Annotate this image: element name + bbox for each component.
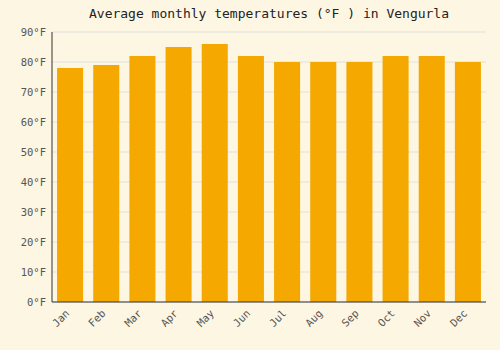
x-tick-label: Oct bbox=[375, 307, 397, 329]
bar bbox=[129, 56, 155, 302]
x-tick-label: Dec bbox=[447, 307, 469, 329]
bar bbox=[419, 56, 445, 302]
y-tick-label: 60°F bbox=[21, 116, 46, 128]
y-axis bbox=[52, 32, 53, 302]
bar bbox=[455, 62, 481, 302]
y-tick-label: 30°F bbox=[21, 206, 46, 218]
x-tick-label: Mar bbox=[122, 307, 144, 329]
x-tick-label: Aug bbox=[303, 307, 325, 329]
y-tick-label: 70°F bbox=[21, 86, 46, 98]
grid bbox=[52, 32, 486, 302]
x-tick-label: Jan bbox=[50, 307, 72, 329]
bar bbox=[93, 65, 119, 302]
y-tick-label: 20°F bbox=[21, 236, 46, 248]
y-tick-label: 80°F bbox=[21, 56, 46, 68]
bar bbox=[202, 44, 228, 302]
y-tick-label: 0°F bbox=[27, 296, 46, 308]
bar bbox=[166, 47, 192, 302]
grid-line bbox=[52, 302, 486, 303]
bar bbox=[274, 62, 300, 302]
y-tick-label: 10°F bbox=[21, 266, 46, 278]
x-tick-label: May bbox=[194, 307, 216, 329]
chart: Average monthly temperatures (°F ) in Ve… bbox=[0, 0, 500, 350]
x-tick-label: Jul bbox=[267, 307, 289, 329]
x-tick-label: Feb bbox=[86, 307, 108, 329]
x-tick-label: Apr bbox=[158, 307, 180, 329]
title: Average monthly temperatures (°F ) in Ve… bbox=[89, 6, 449, 21]
y-tick-label: 50°F bbox=[21, 146, 46, 158]
bar bbox=[383, 56, 409, 302]
chart-container: Average monthly temperatures (°F ) in Ve… bbox=[0, 0, 500, 350]
x-tick-label: Nov bbox=[411, 307, 433, 329]
y-tick-label: 40°F bbox=[21, 176, 46, 188]
y-tick-label: 90°F bbox=[21, 26, 46, 38]
bar bbox=[238, 56, 264, 302]
bars bbox=[57, 44, 481, 302]
bar bbox=[57, 68, 83, 302]
grid-line bbox=[52, 32, 486, 33]
x-axis bbox=[52, 302, 486, 303]
x-tick-label: Sep bbox=[339, 307, 361, 329]
bar bbox=[310, 62, 336, 302]
x-tick-label: Jun bbox=[230, 307, 252, 329]
bar bbox=[346, 62, 372, 302]
